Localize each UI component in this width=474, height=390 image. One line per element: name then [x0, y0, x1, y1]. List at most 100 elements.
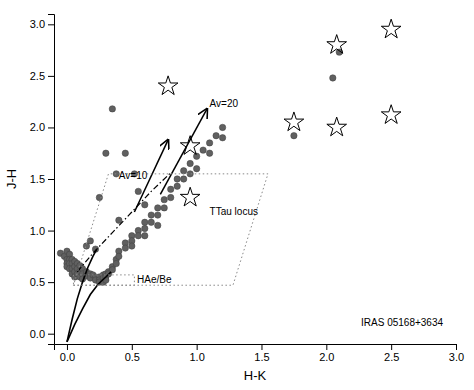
tick-mark: [48, 76, 54, 77]
point: [142, 202, 148, 208]
tick-mark: [48, 179, 54, 180]
tick: 1.5: [30, 173, 54, 185]
star-point: [381, 105, 401, 124]
point: [291, 132, 297, 138]
point: [206, 140, 212, 146]
point: [142, 225, 148, 231]
tick-label: 0.0: [60, 351, 75, 363]
tick-label: 0.5: [125, 351, 140, 363]
annotation: Av=20: [210, 98, 239, 109]
point: [155, 222, 161, 228]
tick-mark: [261, 344, 262, 350]
tick-mark: [48, 334, 54, 335]
point: [187, 160, 193, 166]
tick-mark: [48, 24, 54, 25]
point: [142, 219, 148, 225]
tick: 2.0: [319, 344, 334, 363]
star-point: [284, 112, 304, 131]
point: [161, 205, 167, 211]
tick: 2.0: [30, 121, 54, 133]
star-point: [327, 117, 347, 136]
point: [116, 217, 122, 223]
point: [129, 243, 135, 249]
star-point: [327, 35, 347, 54]
x-axis-title: H-K: [244, 368, 267, 383]
tick-mark: [197, 344, 198, 350]
point: [122, 150, 128, 156]
y-axis: 0.0 0.5 1.0 1.5 2.0 2.5 3.0: [30, 15, 55, 345]
tick: 0.5: [125, 344, 140, 363]
tick: 0.0: [30, 328, 54, 340]
tick-mark: [132, 344, 133, 350]
plot-area: [57, 19, 401, 342]
scatter-series: [158, 19, 401, 206]
tick-mark: [48, 282, 54, 283]
tick: 0.0: [60, 344, 75, 363]
point: [142, 233, 148, 239]
point: [116, 253, 122, 259]
tick-label: 2.0: [30, 121, 45, 133]
point: [213, 132, 219, 138]
point: [219, 135, 225, 141]
point: [180, 176, 186, 182]
tick: 2.5: [384, 344, 399, 363]
tick-label: 1.0: [30, 225, 45, 237]
point: [219, 124, 225, 130]
point: [168, 186, 174, 192]
annotations: Av=10 Av=20 TTau locus HAe/Be IRAS 05168+363…: [119, 98, 444, 328]
tick-label: 0.5: [30, 276, 45, 288]
tick-label: 1.5: [254, 351, 269, 363]
point: [180, 168, 186, 174]
annotation: Av=10: [119, 170, 148, 181]
tick: 2.5: [30, 70, 54, 82]
point: [148, 219, 154, 225]
tick-label: 0.0: [30, 328, 45, 340]
point: [103, 150, 109, 156]
star-point: [158, 76, 178, 95]
tick-mark: [326, 344, 327, 350]
annotation: TTau locus: [210, 206, 258, 217]
chart: 0.0 0.5 1.0 1.5 2.0 2.5 3.0 0.0 0.5 1.0 1.5 2.0 2.5 3…: [0, 0, 474, 390]
point: [174, 183, 180, 189]
axis-line: [48, 15, 55, 345]
tick-label: 1.5: [30, 173, 45, 185]
scatter-series: [57, 49, 342, 285]
tick-label: 3.0: [30, 18, 45, 30]
line: [67, 249, 97, 342]
tick: 3.0: [449, 344, 464, 363]
star-point: [180, 187, 200, 206]
x-axis: 0.0 0.5 1.0 1.5 2.0 2.5 3.0: [55, 344, 465, 363]
point: [109, 106, 115, 112]
point: [96, 194, 102, 200]
tick-label: 2.5: [30, 70, 45, 82]
tick: 3.0: [30, 18, 54, 30]
tick-mark: [48, 127, 54, 128]
tick: 1.0: [30, 225, 54, 237]
line: [73, 174, 268, 285]
tick-label: 3.0: [449, 351, 464, 363]
annotation: HAe/Be: [137, 274, 172, 285]
tick-label: 2.0: [319, 351, 334, 363]
tick-label: 1.0: [189, 351, 204, 363]
line: [67, 272, 111, 342]
point: [155, 212, 161, 218]
tick: 1.5: [254, 344, 269, 363]
point: [135, 188, 141, 194]
line: [77, 173, 170, 272]
tick: 1.0: [189, 344, 204, 363]
line: [73, 275, 134, 285]
tick-mark: [67, 344, 68, 350]
star-point: [381, 19, 401, 38]
point: [174, 176, 180, 182]
tick-label: 2.5: [384, 351, 399, 363]
point: [148, 212, 154, 218]
arrow: [160, 109, 207, 195]
point: [193, 165, 199, 171]
point: [161, 196, 167, 202]
point: [122, 245, 128, 251]
tick-mark: [48, 231, 54, 232]
annotation: IRAS 05168+3634: [361, 317, 443, 328]
point: [113, 260, 119, 266]
point: [206, 150, 212, 156]
point: [330, 75, 336, 81]
